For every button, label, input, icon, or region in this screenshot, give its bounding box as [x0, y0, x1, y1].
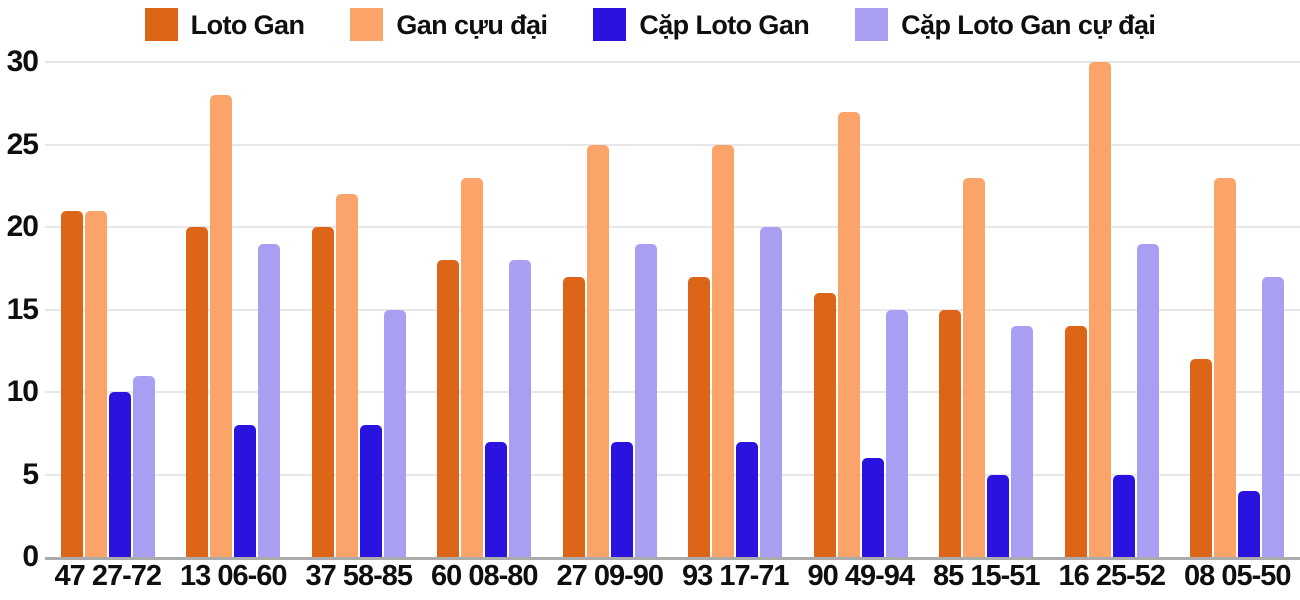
legend-swatch-icon	[855, 7, 889, 41]
gridline	[45, 308, 1300, 311]
bar-group-0	[45, 62, 171, 557]
bar-series-1-cat-4	[586, 144, 609, 557]
bar-series-1-cat-5	[712, 144, 735, 557]
bar-series-2-cat-5	[736, 441, 759, 557]
x-category-label: 90 49-94	[807, 560, 915, 592]
y-tick-label: 20	[6, 210, 39, 243]
bar-series-1-cat-3	[461, 177, 484, 557]
x-category-label: 27 09-90	[556, 560, 664, 592]
bar-group-4	[547, 62, 673, 557]
bar-group-7	[924, 62, 1050, 557]
bar-series-0-cat-7	[939, 309, 962, 557]
bar-group-5	[673, 62, 799, 557]
bar-group-8	[1049, 62, 1175, 557]
bar-series-2-cat-4	[610, 441, 633, 557]
legend-item-3[interactable]: Cặp Loto Gan cự đại	[855, 7, 1156, 41]
x-category-label: 16 25-52	[1058, 560, 1166, 592]
gridline	[45, 391, 1300, 393]
bar-group-2	[296, 62, 422, 557]
bar-series-0-cat-5	[688, 276, 711, 557]
bar-series-3-cat-3	[509, 260, 532, 557]
legend-label: Cặp Loto Gan	[639, 9, 810, 40]
bar-series-2-cat-0	[108, 392, 131, 557]
bar-series-0-cat-6	[813, 293, 836, 557]
bar-group-9	[1175, 62, 1300, 557]
bar-series-2-cat-6	[861, 458, 884, 557]
y-tick-label: 5	[22, 457, 39, 491]
bar-series-1-cat-6	[837, 111, 860, 557]
legend-label: Gan cựu đại	[396, 9, 548, 40]
bar-series-2-cat-7	[987, 474, 1010, 557]
y-tick-label: 0	[22, 540, 39, 573]
bar-series-3-cat-1	[258, 243, 281, 557]
gridline	[45, 226, 1300, 228]
x-category-label: 08 05-50	[1184, 560, 1291, 592]
bar-series-3-cat-0	[132, 375, 155, 557]
bar-group-1	[171, 62, 297, 557]
legend-label: Loto Gan	[190, 9, 305, 40]
legend-item-0[interactable]: Loto Gan	[144, 7, 305, 41]
x-category-label: 93 17-71	[682, 560, 789, 592]
legend-swatch-icon	[593, 7, 627, 41]
y-tick-label: 25	[6, 127, 39, 161]
legend-item-2[interactable]: Cặp Loto Gan	[593, 7, 810, 41]
bar-series-1-cat-7	[963, 177, 986, 557]
legend: Loto Gan Gan cựu đại Cặp Loto Gan Cặp Loto …	[0, 5, 1300, 43]
bar-series-0-cat-8	[1064, 326, 1087, 557]
bar-series-2-cat-9	[1238, 491, 1261, 557]
bar-series-0-cat-0	[60, 210, 83, 557]
legend-item-1[interactable]: Gan cựu đại	[350, 7, 548, 41]
bar-group-6	[798, 62, 924, 557]
bar-series-1-cat-9	[1214, 177, 1237, 557]
x-category-label: 85 15-51	[933, 560, 1040, 592]
bar-series-0-cat-4	[562, 276, 585, 557]
bar-series-0-cat-3	[437, 260, 460, 557]
x-category-label: 60 08-80	[431, 560, 538, 592]
bar-series-3-cat-5	[760, 227, 783, 557]
bar-group-3	[422, 62, 548, 557]
bar-series-3-cat-7	[1011, 326, 1034, 557]
x-category-label: 47 27-72	[54, 560, 162, 592]
y-tick-label: 10	[6, 375, 39, 408]
legend-swatch-icon	[350, 7, 384, 41]
bar-series-3-cat-2	[383, 309, 406, 557]
bar-series-0-cat-1	[186, 227, 209, 557]
bar-series-2-cat-1	[234, 425, 257, 557]
y-tick-label: 30	[6, 45, 39, 78]
y-tick-label: 15	[6, 292, 39, 326]
bar-series-2-cat-2	[359, 425, 382, 557]
plot-area	[45, 61, 1300, 560]
bar-series-3-cat-6	[885, 309, 908, 557]
bar-series-1-cat-0	[84, 210, 107, 557]
bar-series-3-cat-8	[1136, 243, 1159, 557]
x-category-label: 37 58-85	[305, 560, 413, 592]
bar-series-3-cat-9	[1262, 276, 1285, 557]
bar-series-1-cat-1	[210, 95, 233, 557]
x-category-label: 13 06-60	[180, 560, 287, 592]
legend-label: Cặp Loto Gan cự đại	[901, 9, 1156, 40]
gridline	[45, 143, 1300, 146]
gridline	[45, 61, 1300, 63]
bar-series-0-cat-9	[1190, 359, 1213, 557]
bar-series-1-cat-2	[335, 194, 358, 557]
bar-series-2-cat-8	[1112, 474, 1135, 557]
bar-series-3-cat-4	[634, 243, 657, 557]
bar-series-2-cat-3	[485, 441, 508, 557]
bar-series-0-cat-2	[311, 227, 334, 557]
bar-series-1-cat-8	[1088, 62, 1111, 557]
legend-swatch-icon	[144, 7, 178, 41]
gridline	[45, 473, 1300, 476]
